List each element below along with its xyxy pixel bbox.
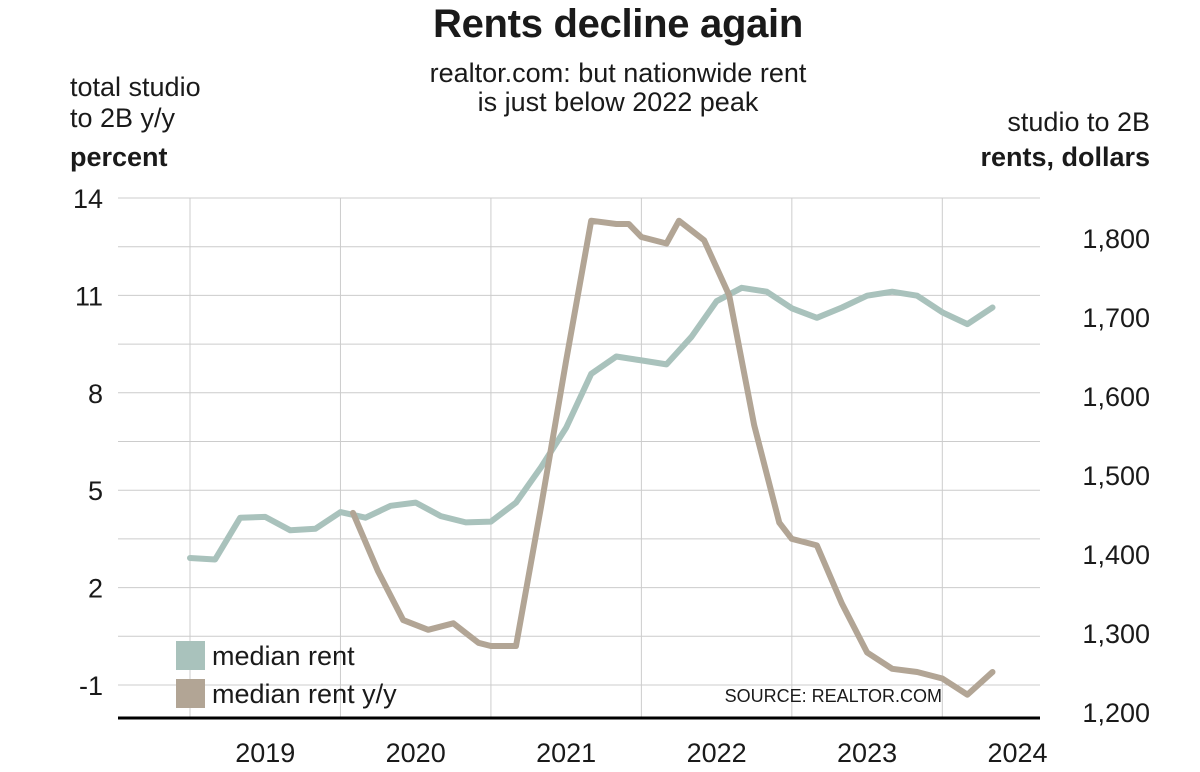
- right-y-tick-label: 1,800: [1082, 224, 1150, 254]
- left-axis-title-unit: percent: [70, 142, 168, 172]
- right-axis-title-unit: rents, dollars: [980, 142, 1150, 172]
- x-tick-label: 2021: [536, 738, 596, 768]
- legend: median rent median rent y/y: [176, 641, 397, 709]
- right-y-tick-label: 1,600: [1082, 382, 1150, 412]
- chart-subtitle-line2: is just below 2022 peak: [477, 87, 759, 117]
- series-line-median-rent: [187, 284, 996, 563]
- left-axis-title-line2: to 2B y/y: [70, 103, 176, 133]
- x-tick-label: 2023: [837, 738, 897, 768]
- left-y-tick-label: 11: [75, 281, 103, 311]
- legend-swatch-median-rent-yy: [176, 679, 205, 708]
- legend-swatch-median-rent: [176, 641, 205, 670]
- right-y-tick-label: 1,700: [1082, 303, 1150, 333]
- series-layer: [187, 217, 996, 698]
- right-y-tick-label: 1,400: [1082, 540, 1150, 570]
- left-y-tick-label: 14: [73, 184, 103, 214]
- legend-label-median-rent: median rent: [212, 641, 355, 671]
- series-line-median-rent-y-y: [350, 217, 996, 698]
- chart-title: Rents decline again: [433, 2, 803, 46]
- axes-layer: 2019 2020 2021 2022 2023 2024 14 11 8 5 2 -1 1,800 1,…: [73, 184, 1150, 768]
- x-tick-label: 2019: [235, 738, 295, 768]
- left-y-tick-label: 2: [88, 574, 103, 604]
- source-note: SOURCE: REALTOR.COM: [725, 686, 942, 706]
- right-y-tick-label: 1,500: [1082, 461, 1150, 491]
- right-y-tick-label: 1,200: [1082, 698, 1150, 728]
- x-tick-label: 2024: [987, 738, 1047, 768]
- left-axis-title-line1: total studio: [70, 72, 201, 102]
- x-tick-label: 2022: [687, 738, 747, 768]
- left-y-tick-label: 5: [88, 476, 103, 506]
- left-y-tick-label: 8: [88, 379, 103, 409]
- x-tick-label: 2020: [386, 738, 446, 768]
- chart-subtitle-line1: realtor.com: but nationwide rent: [429, 58, 807, 88]
- legend-label-median-rent-yy: median rent y/y: [212, 679, 397, 709]
- left-y-tick-label: -1: [79, 671, 103, 701]
- right-y-tick-label: 1,300: [1082, 619, 1150, 649]
- right-axis-title-line1: studio to 2B: [1007, 107, 1150, 137]
- gridlines: [118, 197, 1040, 718]
